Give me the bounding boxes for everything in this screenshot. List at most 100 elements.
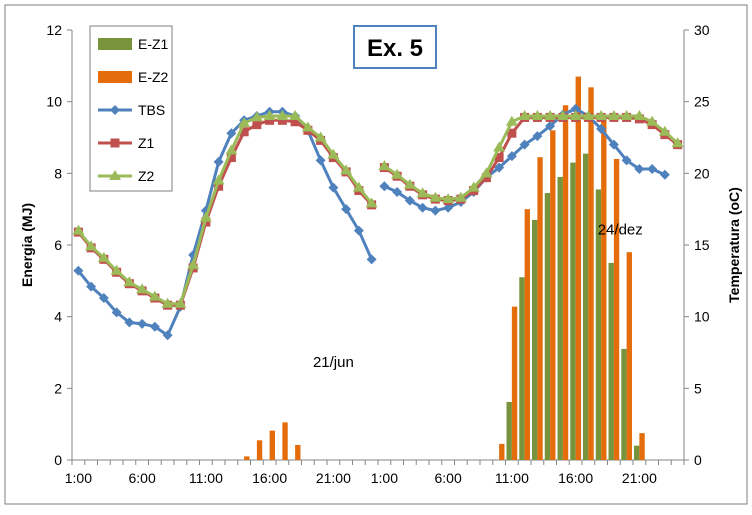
z2-point [607,110,620,120]
tbs-point [137,318,148,329]
e-z1-bar [621,348,627,460]
z2-point [85,240,98,251]
e-z1-bar [583,153,589,460]
z2-point [340,164,353,175]
z2-point [493,141,506,152]
right-tick-label: 0 [694,452,702,468]
tbs-point [111,307,122,318]
tbs-point [98,293,109,304]
x-tick-label: 21:00 [316,470,351,486]
right-tick-label: 30 [694,22,710,38]
legend-label-e-z1: E-Z1 [138,36,169,52]
tbs-point [404,195,415,206]
title-box: Ex. 5 [353,25,437,69]
x-tick-label: 6:00 [129,470,156,486]
left-tick-label: 6 [54,237,62,253]
z2-point [238,117,251,128]
e-z2-bar [550,130,556,461]
e-z2-bar [524,209,530,460]
z1-point [290,117,300,127]
x-tick-label: 1:00 [65,470,92,486]
e-z1-bar [608,262,614,460]
z2-point [582,110,595,120]
legend-label-z1: Z1 [138,135,155,151]
tbs-point [392,186,403,197]
tbs-point [226,128,237,139]
z2-point [250,111,263,122]
tbs-point [494,162,505,173]
z2-point [352,181,365,192]
z2-point [148,290,161,301]
e-z2-bar [282,422,288,460]
z2-point [327,148,340,159]
tbs-point [213,156,224,167]
legend-swatch-e-z2 [98,71,132,83]
z2-point [110,264,123,275]
right-tick-label: 25 [694,94,710,110]
annotation-label: 21/jun [313,354,354,371]
z1-point [239,127,249,137]
z2-point [97,251,110,262]
z2-point [123,276,136,287]
z2-point [467,181,480,192]
e-z2-bar [639,433,645,460]
e-z2-bar [295,444,301,460]
z2-point [556,110,569,120]
right-tick-label: 5 [694,380,702,396]
e-z2-bar [244,456,250,460]
e-z1-bar [532,219,538,460]
z2-point [263,110,276,120]
left-tick-label: 10 [46,94,62,110]
e-z2-bar [499,443,505,460]
e-z2-bar [626,252,632,460]
e-z1-bar [570,162,576,461]
e-z2-bar [588,87,594,460]
e-z1-bar [506,401,512,460]
legend-marker-tbs [110,105,120,115]
tbs-point [570,103,581,114]
legend-swatch-e-z1 [98,38,132,50]
tbs-point [596,123,607,134]
e-z2-bar [613,159,620,460]
tbs-point [341,204,352,215]
right-tick-label: 20 [694,165,710,181]
chart-title: Ex. 5 [367,35,423,62]
z2-point [518,110,531,120]
left-tick-label: 4 [54,309,62,325]
e-z2-bar [601,119,607,460]
z1-point [481,173,491,183]
e-z2-bar [269,430,275,460]
tbs-point [353,225,364,236]
z1-point [214,181,224,191]
e-z1-bar [544,193,551,460]
z2-point [276,110,289,120]
annotation-label: 24/dez [598,221,643,238]
x-tick-label: 11:00 [189,470,223,486]
x-tick-label: 16:00 [558,470,593,486]
z2-point [416,187,429,198]
z2-point [199,211,212,222]
z2-point [544,110,557,120]
e-z1-bar [557,176,563,460]
e-z2-bar [256,440,263,460]
z1-point [277,115,287,125]
tbs-point [430,205,441,216]
z2-point [429,191,442,202]
z2-point [646,115,659,126]
y-axis-left-title: Energia (MJ) [19,203,35,287]
tbs-point [149,321,160,332]
z2-point [480,167,493,178]
tbs-point [506,151,517,162]
tbs-point [73,265,84,276]
z2-point [378,160,391,171]
left-tick-label: 2 [54,380,62,396]
tbs-point [417,202,428,213]
legend-label-tbs: TBS [138,102,165,118]
tbs-point [315,155,326,166]
tbs-point [608,139,619,150]
e-z1-bar [634,445,640,460]
left-tick-label: 12 [46,22,62,38]
tbs-point [328,182,339,193]
